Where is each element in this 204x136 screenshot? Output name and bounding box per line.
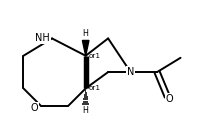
Polygon shape <box>82 41 89 56</box>
Text: O: O <box>31 103 39 113</box>
Text: H: H <box>83 106 89 115</box>
Text: NH: NH <box>35 33 50 43</box>
Text: N: N <box>127 67 134 77</box>
Text: O: O <box>165 94 173 104</box>
Text: or1: or1 <box>89 53 101 59</box>
Text: or1: or1 <box>89 85 101 91</box>
Text: H: H <box>83 29 89 38</box>
